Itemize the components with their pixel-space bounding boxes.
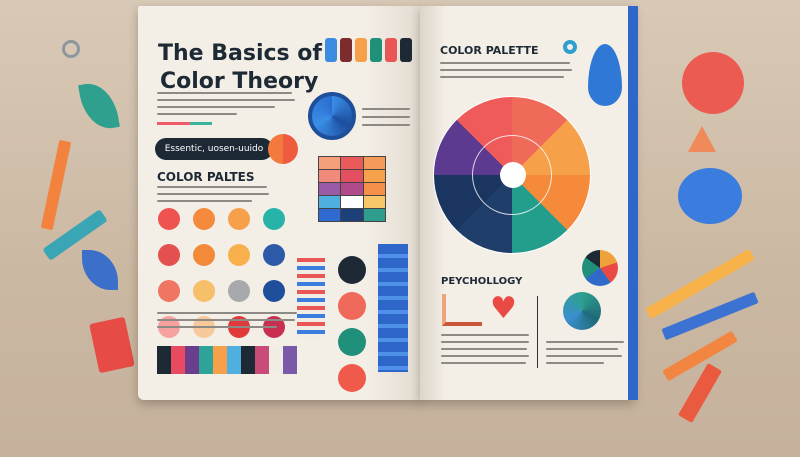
- lines-decoration: [362, 108, 410, 126]
- ring-icon: [563, 40, 577, 54]
- divider: [537, 296, 538, 368]
- blue-disc: [678, 168, 742, 224]
- section-heading-psychology: PEYCHOLLOGY: [441, 276, 523, 287]
- color-swatch: [263, 244, 285, 266]
- paint-tubes: [325, 38, 412, 62]
- circle-column: [338, 256, 366, 392]
- title-line-1: The Basics of: [158, 41, 322, 66]
- section-heading-palettes: COLOR PALTES: [157, 170, 255, 184]
- stairs-icon: [442, 294, 482, 326]
- color-swatch: [193, 208, 215, 230]
- color-swatch: [263, 280, 285, 302]
- palette-text: [440, 62, 572, 78]
- subtitle-pill: Essentic, uosen-uuido: [155, 138, 273, 160]
- color-swatch: [228, 244, 250, 266]
- psychology-text-left: [441, 334, 529, 364]
- color-swatch: [158, 280, 180, 302]
- sun-icon: [268, 134, 298, 164]
- swatch-text: [157, 312, 297, 328]
- globe-icon: [563, 292, 601, 330]
- color-swatch: [158, 208, 180, 230]
- accent-underline: [157, 122, 212, 125]
- section-heading-palette: COLOR PALETTE: [440, 44, 539, 57]
- title-line-2: Color Theory: [160, 69, 319, 94]
- pie-icon: [582, 250, 618, 286]
- red-disc: [682, 52, 744, 114]
- page-title: The Basics of Color Theory: [158, 40, 322, 96]
- palettes-text: [157, 186, 269, 202]
- keyring-icon: [62, 40, 80, 58]
- color-swatch: [228, 280, 250, 302]
- heart-icon: ♥: [490, 291, 517, 326]
- color-swatch: [228, 208, 250, 230]
- triangle-clip-icon: [688, 126, 716, 152]
- color-wheel-center: [500, 162, 526, 188]
- swatch-grid: [158, 208, 288, 338]
- color-swatch: [193, 244, 215, 266]
- blue-panel: [378, 244, 408, 372]
- book-spine-edge: [628, 6, 638, 400]
- intro-text: [157, 92, 297, 115]
- psychology-text-right: [546, 341, 624, 364]
- color-swatch: [158, 244, 180, 266]
- pixel-strip: [157, 346, 297, 374]
- blue-color-wheel: [308, 92, 356, 140]
- color-swatch: [193, 280, 215, 302]
- striped-bar: [297, 258, 325, 338]
- color-swatch: [263, 208, 285, 230]
- leaf-icon: [588, 44, 622, 106]
- color-wheel-inner: [472, 135, 552, 215]
- color-table: [318, 156, 386, 222]
